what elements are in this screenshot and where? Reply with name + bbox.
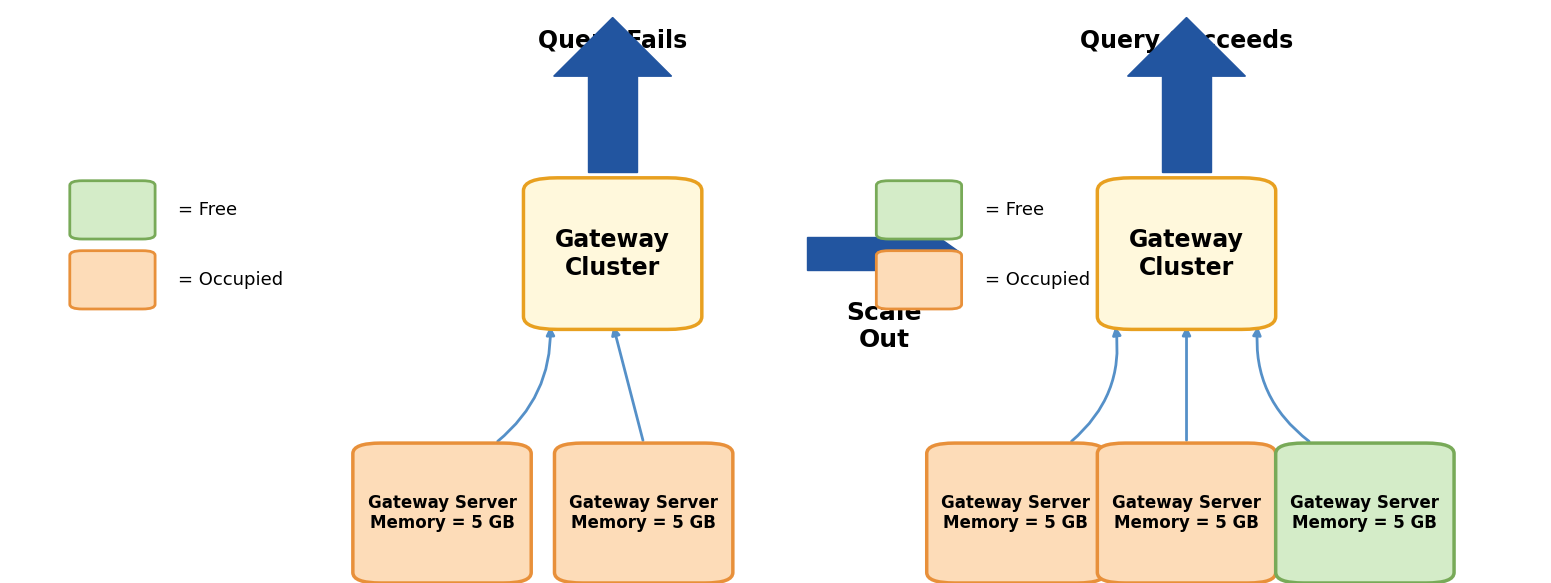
FancyBboxPatch shape bbox=[352, 443, 530, 583]
FancyBboxPatch shape bbox=[70, 251, 155, 309]
Polygon shape bbox=[554, 17, 672, 76]
Text: Gateway Server
Memory = 5 GB: Gateway Server Memory = 5 GB bbox=[1290, 494, 1439, 532]
FancyArrowPatch shape bbox=[1183, 329, 1190, 440]
Text: Gateway Server
Memory = 5 GB: Gateway Server Memory = 5 GB bbox=[569, 494, 718, 532]
Text: Query Succeeds: Query Succeeds bbox=[1079, 29, 1294, 53]
Text: Gateway Server
Memory = 5 GB: Gateway Server Memory = 5 GB bbox=[941, 494, 1090, 532]
FancyBboxPatch shape bbox=[1275, 443, 1455, 583]
Text: Gateway
Cluster: Gateway Cluster bbox=[1129, 228, 1244, 279]
FancyArrowPatch shape bbox=[1253, 329, 1309, 441]
FancyBboxPatch shape bbox=[927, 443, 1104, 583]
Text: = Free: = Free bbox=[178, 201, 237, 219]
FancyBboxPatch shape bbox=[1098, 443, 1275, 583]
Text: Gateway Server
Memory = 5 GB: Gateway Server Memory = 5 GB bbox=[368, 494, 516, 532]
Text: Query Fails: Query Fails bbox=[538, 29, 687, 53]
Polygon shape bbox=[912, 219, 962, 289]
Polygon shape bbox=[1162, 76, 1211, 172]
Text: Gateway
Cluster: Gateway Cluster bbox=[555, 228, 670, 279]
FancyArrowPatch shape bbox=[1072, 329, 1120, 441]
FancyArrowPatch shape bbox=[498, 329, 554, 441]
Polygon shape bbox=[1128, 17, 1245, 76]
Polygon shape bbox=[588, 76, 637, 172]
Text: Gateway Server
Memory = 5 GB: Gateway Server Memory = 5 GB bbox=[1112, 494, 1261, 532]
Text: = Free: = Free bbox=[985, 201, 1044, 219]
Text: Scale
Out: Scale Out bbox=[847, 301, 921, 352]
Polygon shape bbox=[807, 237, 912, 270]
FancyBboxPatch shape bbox=[555, 443, 732, 583]
FancyBboxPatch shape bbox=[876, 251, 962, 309]
FancyBboxPatch shape bbox=[70, 181, 155, 239]
FancyBboxPatch shape bbox=[876, 181, 962, 239]
Text: = Occupied: = Occupied bbox=[985, 271, 1090, 289]
FancyArrowPatch shape bbox=[613, 329, 644, 440]
FancyBboxPatch shape bbox=[1098, 178, 1275, 329]
Text: = Occupied: = Occupied bbox=[178, 271, 284, 289]
FancyBboxPatch shape bbox=[524, 178, 701, 329]
